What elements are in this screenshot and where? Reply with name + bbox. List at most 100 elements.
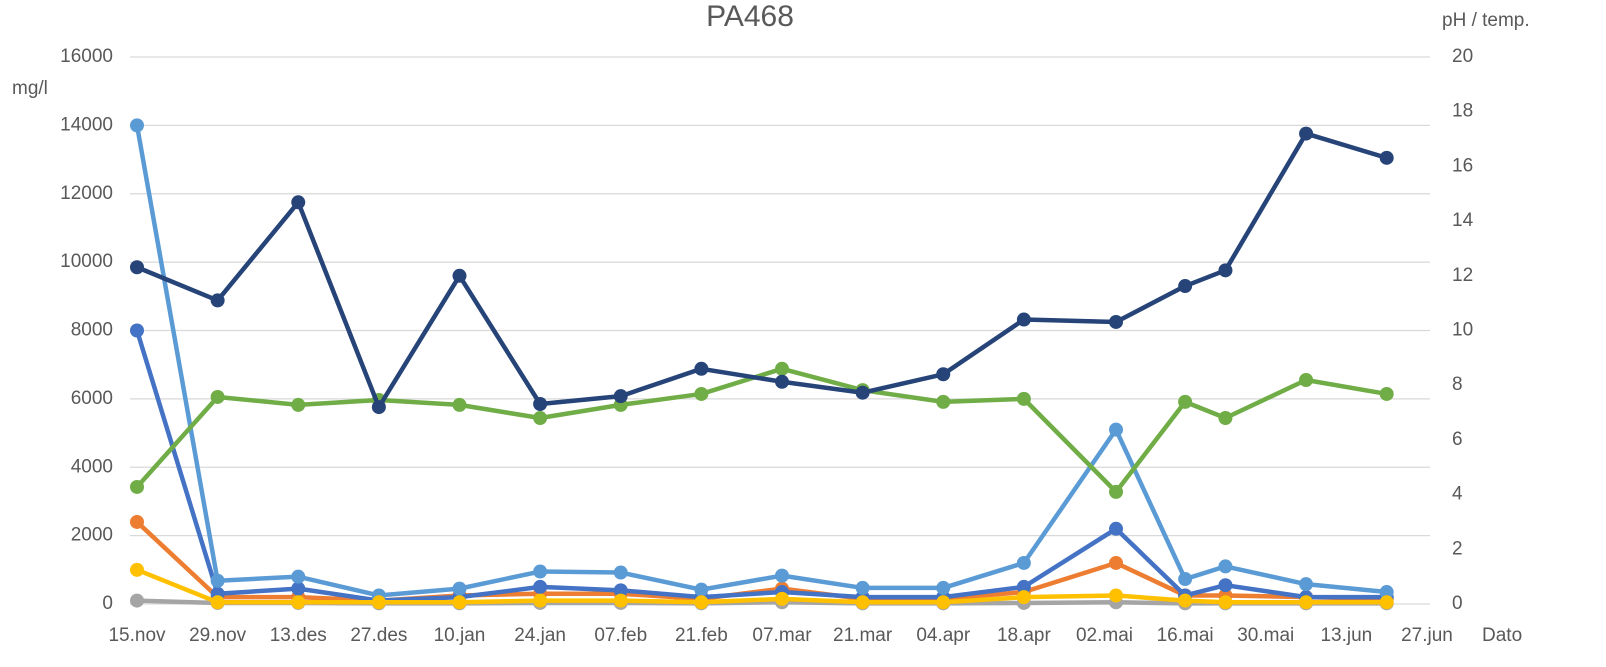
- data-point: [613, 583, 628, 598]
- data-point: [130, 479, 144, 494]
- y-tick-label: 14000: [60, 114, 113, 135]
- series-line: [135, 366, 1388, 495]
- data-point: [1109, 521, 1124, 536]
- y2-tick-label: 18: [1452, 101, 1473, 122]
- data-point: [1178, 279, 1193, 294]
- series-line: [134, 329, 1387, 603]
- data-point: [291, 595, 306, 610]
- data-point: [1016, 579, 1031, 594]
- x-tick-label: 18.apr: [997, 625, 1052, 646]
- data-point: [1218, 263, 1233, 278]
- data-point: [210, 573, 225, 588]
- data-point: [1016, 312, 1031, 327]
- data-point: [1379, 585, 1394, 600]
- data-point: [371, 595, 386, 610]
- data-point: [1218, 559, 1233, 574]
- data-point: [1109, 484, 1124, 499]
- y2-tick-label: 16: [1452, 155, 1473, 176]
- data-point: [130, 514, 144, 529]
- y2-tick-label: 12: [1452, 265, 1473, 286]
- data-point: [533, 411, 548, 426]
- x-tick-label: 13.jun: [1320, 625, 1372, 646]
- data-point: [291, 581, 306, 596]
- y2-tick-label: 10: [1452, 320, 1473, 341]
- data-point: [452, 268, 467, 283]
- data-point: [936, 394, 951, 409]
- data-point: [1016, 590, 1031, 605]
- data-point: [613, 389, 628, 404]
- y2-tick-label: 8: [1452, 374, 1463, 395]
- chart-title: PA468: [706, 0, 794, 33]
- x-tick-label: 07.mar: [752, 625, 812, 646]
- data-point: [533, 593, 548, 608]
- y-tick-label: 8000: [71, 320, 113, 341]
- y-tick-label: 2000: [71, 525, 113, 546]
- data-point: [775, 568, 789, 583]
- x-tick-label: 16.mai: [1157, 625, 1214, 646]
- data-point: [775, 591, 789, 606]
- x-tick-label: 27.jun: [1401, 625, 1453, 646]
- data-point: [291, 397, 306, 412]
- y2-tick-label: 0: [1452, 593, 1463, 614]
- data-point: [371, 400, 386, 415]
- data-point: [210, 595, 225, 610]
- data-point: [855, 595, 870, 610]
- x-tick-label: 13.des: [270, 625, 327, 646]
- data-point: [613, 565, 628, 580]
- data-point: [1109, 314, 1124, 329]
- data-point: [1379, 386, 1394, 401]
- data-point: [936, 580, 951, 595]
- data-point: [775, 361, 789, 376]
- data-point: [1178, 593, 1193, 608]
- y-tick-label: 10000: [60, 251, 113, 272]
- series-line: [135, 520, 1387, 603]
- data-point: [1109, 555, 1124, 570]
- data-point: [1016, 391, 1031, 406]
- x-axis-label: Dato: [1482, 625, 1522, 646]
- y2-axis-label: pH / temp.: [1442, 10, 1530, 31]
- data-point: [936, 367, 951, 382]
- data-point: [1178, 572, 1193, 587]
- y2-tick-label: 6: [1452, 429, 1463, 450]
- data-point: [452, 595, 467, 610]
- x-tick-label: 10.jan: [434, 625, 486, 646]
- data-point: [694, 361, 709, 376]
- x-tick-label: 30.mai: [1237, 625, 1294, 646]
- data-point: [291, 569, 306, 584]
- x-tick-label: 29.nov: [189, 625, 247, 646]
- series-line: [136, 131, 1388, 410]
- data-point: [533, 579, 548, 594]
- data-point: [1299, 373, 1314, 388]
- data-point: [533, 564, 548, 579]
- data-point: [1178, 394, 1193, 409]
- y-axis-label: mg/l: [12, 78, 48, 99]
- data-point: [210, 293, 225, 308]
- data-point: [694, 386, 709, 401]
- data-point: [130, 593, 144, 608]
- data-point: [1379, 595, 1394, 610]
- x-tick-label: 21.mar: [833, 625, 893, 646]
- data-point: [1218, 578, 1233, 593]
- y2-tick-label: 2: [1452, 538, 1463, 559]
- y-tick-label: 0: [102, 593, 113, 614]
- y2-tick-label: 14: [1452, 210, 1474, 231]
- x-tick-label: 21.feb: [675, 625, 728, 646]
- data-point: [775, 374, 789, 389]
- y2-tick-label: 4: [1452, 484, 1463, 505]
- data-point: [533, 397, 548, 412]
- data-point: [1218, 411, 1233, 426]
- data-point: [130, 562, 144, 577]
- data-point: [694, 595, 709, 610]
- data-point: [452, 397, 467, 412]
- data-point: [936, 595, 951, 610]
- data-point: [1218, 595, 1233, 610]
- y-tick-label: 4000: [71, 456, 113, 477]
- data-point: [613, 593, 628, 608]
- data-point: [1109, 588, 1124, 603]
- data-point: [130, 118, 144, 133]
- data-point: [1109, 422, 1124, 437]
- data-point: [855, 580, 870, 595]
- data-point: [130, 323, 144, 338]
- data-point: [1016, 555, 1031, 570]
